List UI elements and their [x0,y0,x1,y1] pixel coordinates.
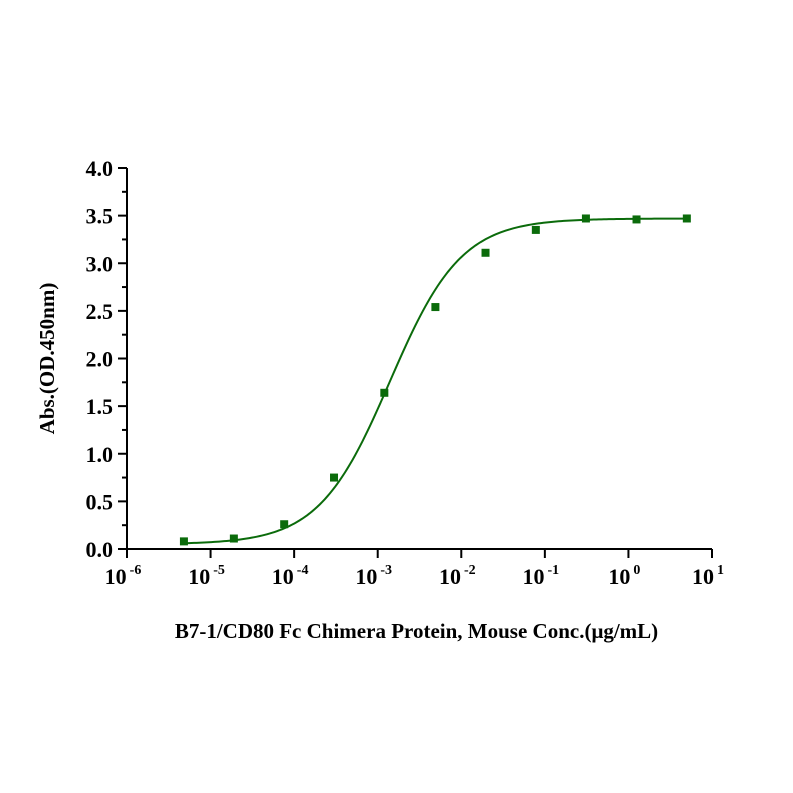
fit-curve [183,217,687,545]
y-tick-label: 3.0 [86,251,114,276]
data-point [280,520,289,529]
x-tick-label: 10 -2 [439,563,476,589]
y-ticks: 0.0 0.5 1.0 1.5 2.0 2.5 3.0 3.5 4.0 [86,156,127,562]
y-tick-label: 2.0 [86,347,114,372]
data-point [431,303,440,312]
x-tick-label: 10 1 [692,563,724,589]
x-tick-label: 10 -1 [523,563,560,589]
axes [126,168,712,550]
y-axis-title: Abs.(OD.450nm) [35,283,59,435]
y-tick-label: 2.5 [86,299,114,324]
y-tick-label: 0.5 [86,489,114,514]
data-point [380,388,389,397]
data-point [682,214,691,223]
y-tick-label: 1.5 [86,394,114,419]
data-point [179,537,188,546]
data-point [531,225,540,234]
data-points [179,214,691,546]
y-tick-label: 3.5 [86,204,114,229]
data-point [581,214,590,223]
x-tick-label: 10 0 [608,563,640,589]
x-axis-title: B7-1/CD80 Fc Chimera Protein, Mouse Conc… [175,619,658,643]
y-tick-label: 0.0 [86,537,114,562]
data-point [229,534,238,543]
x-tick-label: 10 -5 [188,563,225,589]
x-ticks: 10 -6 10 -5 10 -4 10 -3 10 -2 10 -1 10 0 10 1 [105,549,724,589]
data-point [330,473,339,482]
y-tick-label: 1.0 [86,442,114,467]
x-tick-label: 10 -3 [355,563,392,589]
data-point [481,248,490,257]
y-tick-label: 4.0 [86,156,114,181]
data-point [632,215,641,224]
x-tick-label: 10 -4 [272,563,309,589]
x-tick-label: 10 -6 [105,563,142,589]
